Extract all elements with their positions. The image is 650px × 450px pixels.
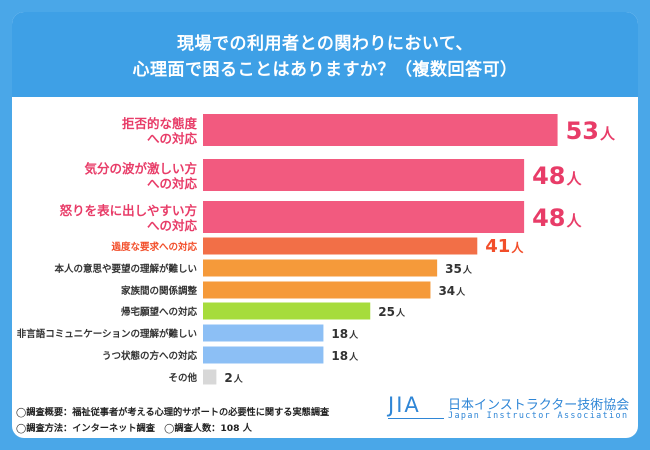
category-label-1: 拒否的な態度への対応 — [122, 116, 198, 146]
value-label-5: 35人 — [445, 262, 473, 276]
value-label-1: 53人 — [566, 117, 616, 145]
chart-title-line1: 現場での利用者との関わりにおいて、 — [177, 34, 473, 54]
bar-7 — [203, 302, 371, 320]
category-label-4: 過度な要求への対応 — [110, 241, 197, 253]
jia-logo: JIA 日本インストラクター技術協会 Japan Instructor Asso… — [388, 393, 629, 423]
chart-header: 現場での利用者との関わりにおいて、 心理面で困ることはありますか？（複数回答可） — [12, 12, 638, 97]
bar-4 — [203, 237, 478, 255]
logo-name-ja: 日本インストラクター技術協会 — [448, 398, 630, 413]
category-label-6: 家族間の関係調整 — [121, 285, 198, 297]
value-label-4: 41人 — [485, 236, 524, 257]
category-label-5: 本人の意思や要望の理解が難しい — [54, 263, 197, 275]
chart-title-line2: 心理面で困ることはありますか？（複数回答可） — [132, 60, 518, 80]
bar-8 — [203, 324, 324, 342]
survey-overview-note: ◯調査概要：福祉従事者が考える心理的サポートの必要性に関する実態調査 — [16, 407, 330, 418]
bar-3 — [203, 201, 525, 233]
category-label-9: うつ状態の方への対応 — [102, 350, 198, 362]
logo-underline — [388, 418, 444, 419]
value-label-8: 18人 — [331, 327, 359, 341]
survey-method-note: ◯調査方法：インターネット調査 ◯調査人数：108 人 — [16, 423, 252, 434]
category-label-10: その他 — [168, 372, 197, 384]
value-label-10: 2人 — [224, 371, 243, 385]
bar-2 — [203, 159, 525, 191]
value-label-9: 18人 — [331, 349, 359, 363]
logo-abbr: JIA — [388, 393, 421, 417]
value-label-2: 48人 — [532, 162, 582, 190]
category-label-7: 帰宅願望への対応 — [121, 306, 198, 318]
chart-card: 現場での利用者との関わりにおいて、 心理面で困ることはありますか？（複数回答可） — [12, 12, 638, 438]
bar-9 — [203, 346, 324, 364]
bar-10 — [203, 369, 217, 385]
logo-name-en: Japan Instructor Association — [448, 410, 629, 420]
bar-1 — [203, 114, 558, 146]
value-label-6: 34人 — [438, 284, 466, 298]
value-label-7: 25人 — [378, 305, 406, 319]
category-label-3: 怒りを表に出しやすい方への対応 — [60, 203, 198, 233]
value-label-3: 48人 — [532, 204, 582, 232]
bar-5 — [203, 259, 438, 277]
bar-6 — [203, 281, 431, 299]
category-label-8: 非言語コミュニケーションの理解が難しい — [17, 328, 197, 340]
category-label-2: 気分の波が激しい方への対応 — [84, 161, 197, 191]
